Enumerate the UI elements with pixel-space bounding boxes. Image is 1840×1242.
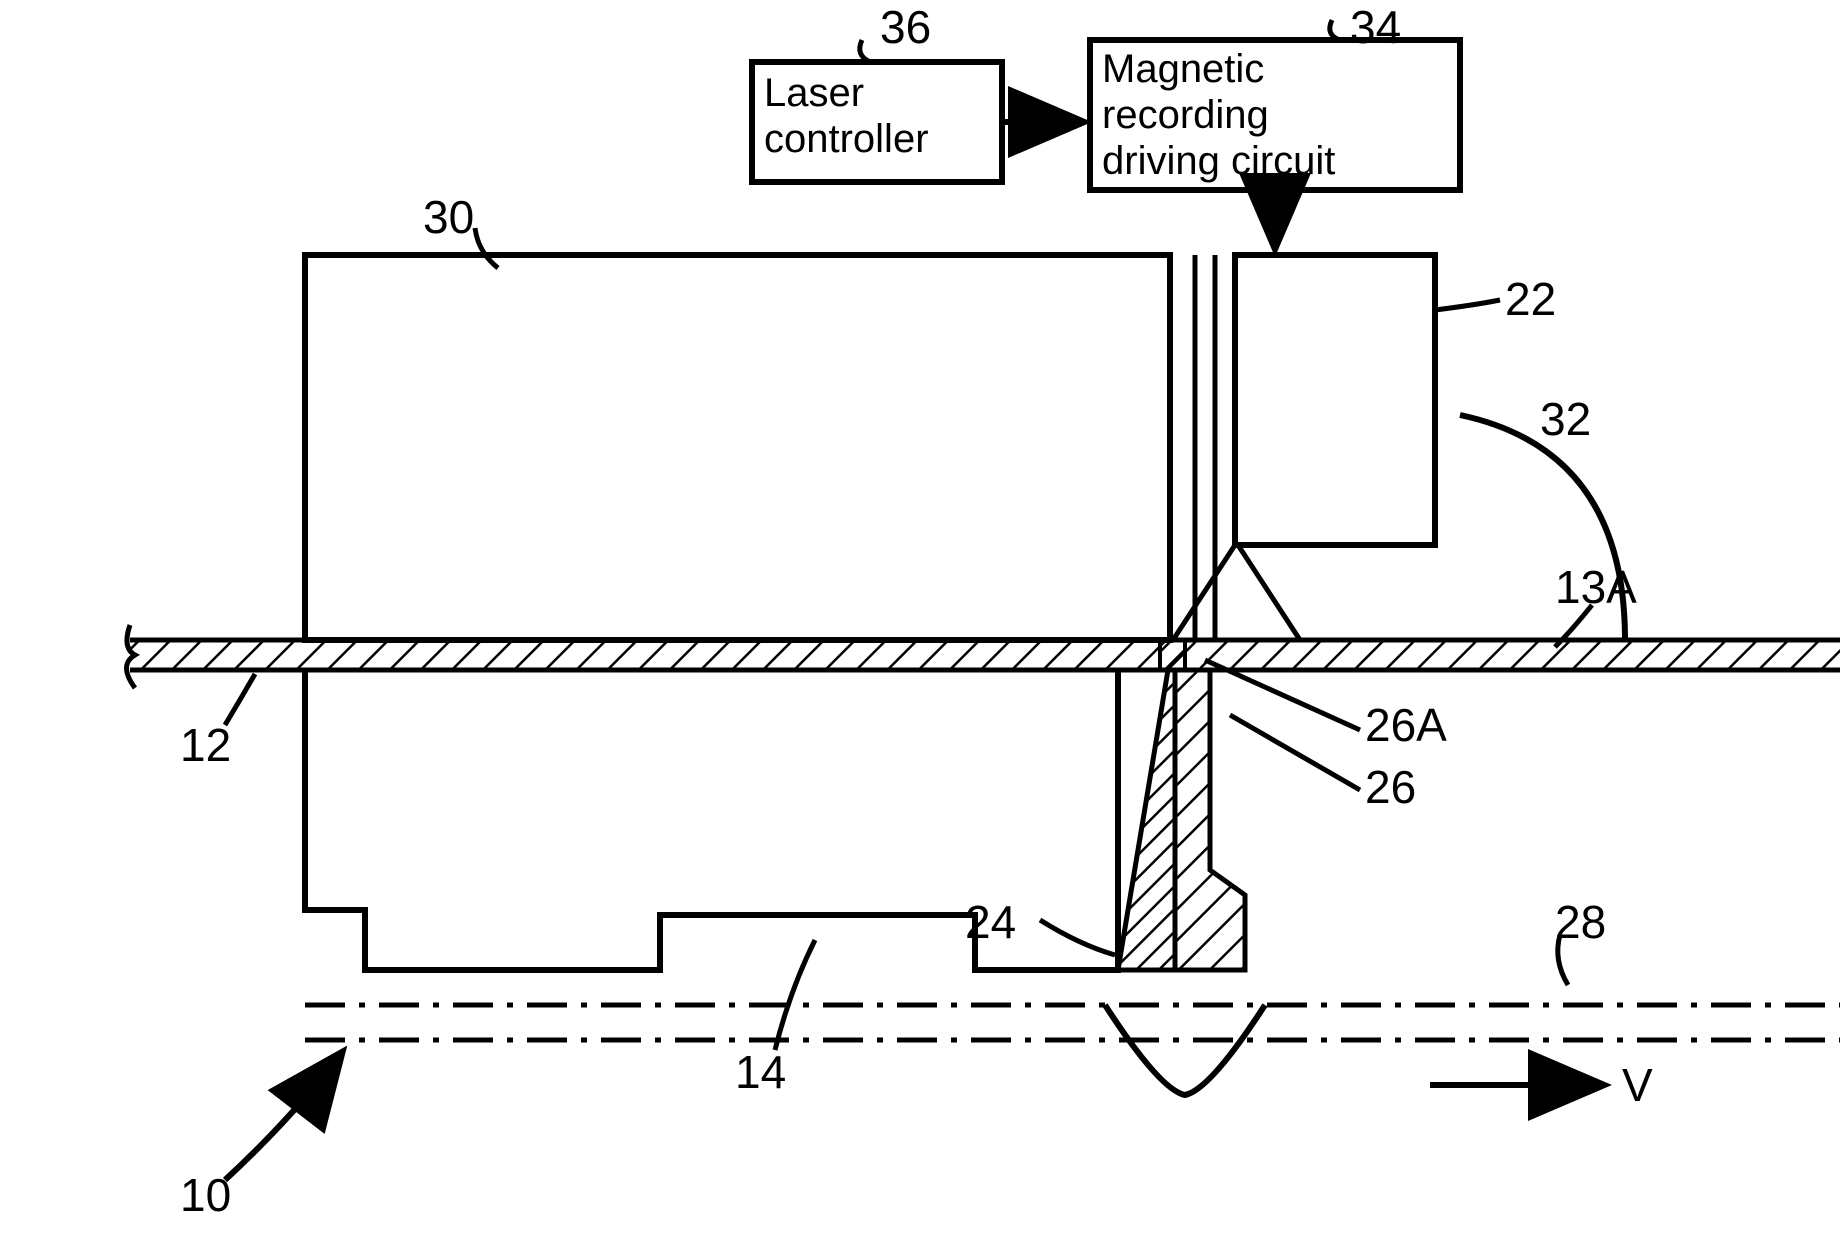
element-26A: [1160, 640, 1185, 670]
diagram-canvas: Laser controller Magnetic recording driv…: [0, 0, 1840, 1242]
label-14: 14: [735, 1045, 786, 1099]
label-26: 26: [1365, 760, 1416, 814]
arrow-10: [225, 1055, 340, 1180]
label-24: 24: [965, 895, 1016, 949]
leader-24: [1040, 920, 1115, 955]
label-10: 10: [180, 1168, 231, 1222]
label-34: 34: [1350, 0, 1401, 54]
leader-34: [1330, 20, 1340, 40]
label-28: 28: [1555, 895, 1606, 949]
label-36: 36: [880, 0, 931, 54]
leader-30: [475, 228, 498, 268]
hatched-strip: [127, 625, 1840, 688]
leader-36: [860, 40, 870, 62]
label-13A: 13A: [1555, 560, 1637, 614]
block-30: [305, 255, 1170, 640]
laser-controller-label: Laser controller: [764, 70, 929, 162]
diagram-svg: [0, 0, 1840, 1242]
wedge-line-left: [1173, 545, 1235, 640]
label-V: V: [1622, 1058, 1653, 1112]
wedge-line-right: [1238, 545, 1300, 640]
leader-14: [775, 940, 815, 1050]
magnetic-circuit-label: Magnetic recording driving circuit: [1102, 46, 1335, 184]
block-22: [1235, 255, 1435, 545]
leader-26: [1230, 715, 1360, 790]
leader-22: [1435, 300, 1500, 310]
medium-28: [305, 1005, 1840, 1095]
element-26: [1118, 670, 1175, 970]
label-12: 12: [180, 718, 231, 772]
label-22: 22: [1505, 272, 1556, 326]
label-26A: 26A: [1365, 698, 1447, 752]
label-30: 30: [423, 190, 474, 244]
label-32: 32: [1540, 392, 1591, 446]
